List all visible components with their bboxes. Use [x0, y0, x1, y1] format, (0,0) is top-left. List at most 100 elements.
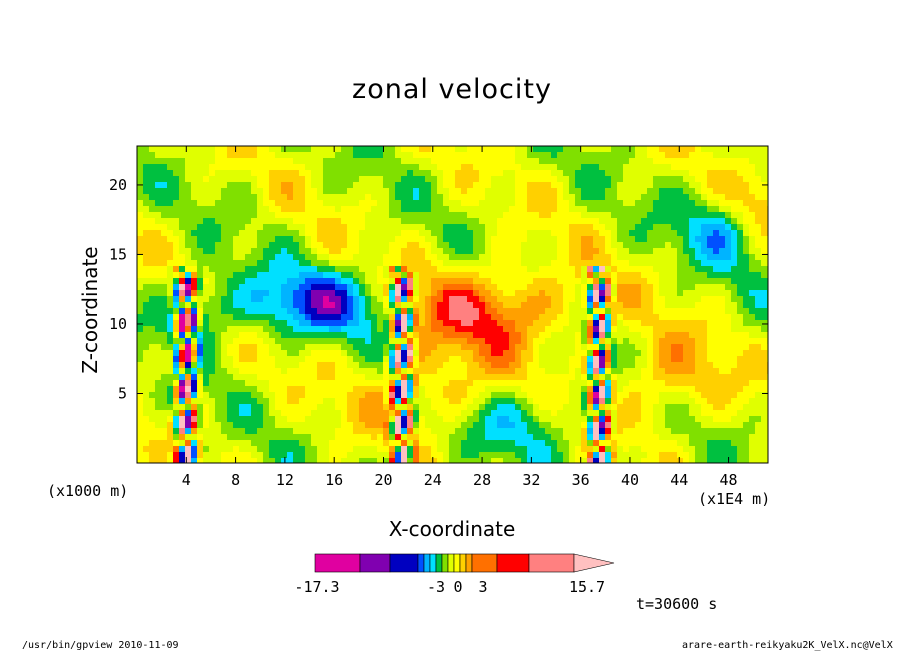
field-cell [533, 272, 540, 279]
field-cell [755, 398, 762, 405]
field-cell [335, 278, 342, 285]
field-cell [527, 356, 534, 363]
field-cell [527, 392, 534, 399]
field-cell [431, 260, 438, 267]
field-cell [251, 230, 258, 237]
field-cell [299, 344, 306, 351]
field-cell [365, 302, 372, 309]
field-cell [575, 242, 582, 249]
field-cell [287, 350, 294, 357]
field-cell [731, 368, 738, 375]
field-cell [455, 272, 462, 279]
field-cell [563, 290, 570, 297]
field-cell [641, 260, 648, 267]
field-cell [155, 398, 162, 405]
field-cell [551, 242, 558, 249]
field-cell [167, 164, 174, 171]
field-cell [533, 158, 540, 165]
field-cell [635, 182, 642, 189]
field-cell [173, 170, 180, 177]
field-cell [167, 320, 174, 327]
field-cell [695, 284, 702, 291]
field-cell [533, 296, 540, 303]
field-cell [683, 200, 690, 207]
field-cell [239, 290, 246, 297]
field-cell [251, 320, 258, 327]
field-cell [527, 206, 534, 213]
field-cell [491, 308, 498, 315]
field-cell [419, 386, 426, 393]
field-cell [425, 422, 432, 429]
field-cell [539, 266, 546, 273]
field-cell [611, 410, 618, 417]
field-cell [719, 350, 726, 357]
field-cell [527, 260, 534, 267]
field-cell [701, 284, 708, 291]
field-cell [185, 392, 192, 399]
field-cell [179, 332, 186, 339]
field-cell [227, 224, 234, 231]
field-cell [209, 176, 216, 183]
field-cell [671, 284, 678, 291]
field-cell [317, 206, 324, 213]
field-cell [323, 362, 330, 369]
field-cell [203, 146, 210, 153]
field-cell [455, 254, 462, 261]
field-cell [593, 368, 600, 375]
field-cell [617, 158, 624, 165]
field-cell [641, 290, 648, 297]
field-cell [311, 338, 318, 345]
field-cell [467, 380, 474, 387]
field-cell [293, 356, 300, 363]
field-cell [587, 236, 594, 243]
field-cell [203, 290, 210, 297]
field-cell [155, 254, 162, 261]
field-cell [611, 266, 618, 273]
field-cell [593, 152, 600, 159]
field-cell [701, 248, 708, 255]
field-cell [533, 380, 540, 387]
field-cell [761, 212, 768, 219]
field-cell [533, 170, 540, 177]
field-cell [587, 392, 594, 399]
field-cell [713, 422, 720, 429]
field-cell [149, 398, 156, 405]
field-cell [359, 326, 366, 333]
field-cell [401, 326, 408, 333]
field-cell [311, 260, 318, 267]
field-cell [545, 266, 552, 273]
field-cell [329, 332, 336, 339]
field-cell [293, 260, 300, 267]
field-cell [395, 272, 402, 279]
field-cell [383, 320, 390, 327]
field-cell [143, 200, 150, 207]
field-cell [539, 158, 546, 165]
field-cell [281, 242, 288, 249]
field-cell [149, 380, 156, 387]
field-cell [731, 194, 738, 201]
field-cell [179, 200, 186, 207]
field-cell [749, 224, 756, 231]
field-cell [491, 338, 498, 345]
field-cell [431, 164, 438, 171]
field-cell [665, 404, 672, 411]
field-cell [353, 308, 360, 315]
field-cell [605, 182, 612, 189]
field-cell [299, 332, 306, 339]
field-cell [137, 332, 144, 339]
field-cell [149, 224, 156, 231]
field-cell [389, 284, 396, 291]
field-cell [551, 338, 558, 345]
field-cell [227, 338, 234, 345]
field-cell [413, 158, 420, 165]
field-cell [353, 182, 360, 189]
field-cell [317, 254, 324, 261]
field-cell [383, 248, 390, 255]
field-cell [737, 320, 744, 327]
field-cell [395, 194, 402, 201]
field-cell [323, 218, 330, 225]
field-cell [491, 182, 498, 189]
field-cell [527, 290, 534, 297]
field-cell [599, 272, 606, 279]
field-cell [593, 296, 600, 303]
